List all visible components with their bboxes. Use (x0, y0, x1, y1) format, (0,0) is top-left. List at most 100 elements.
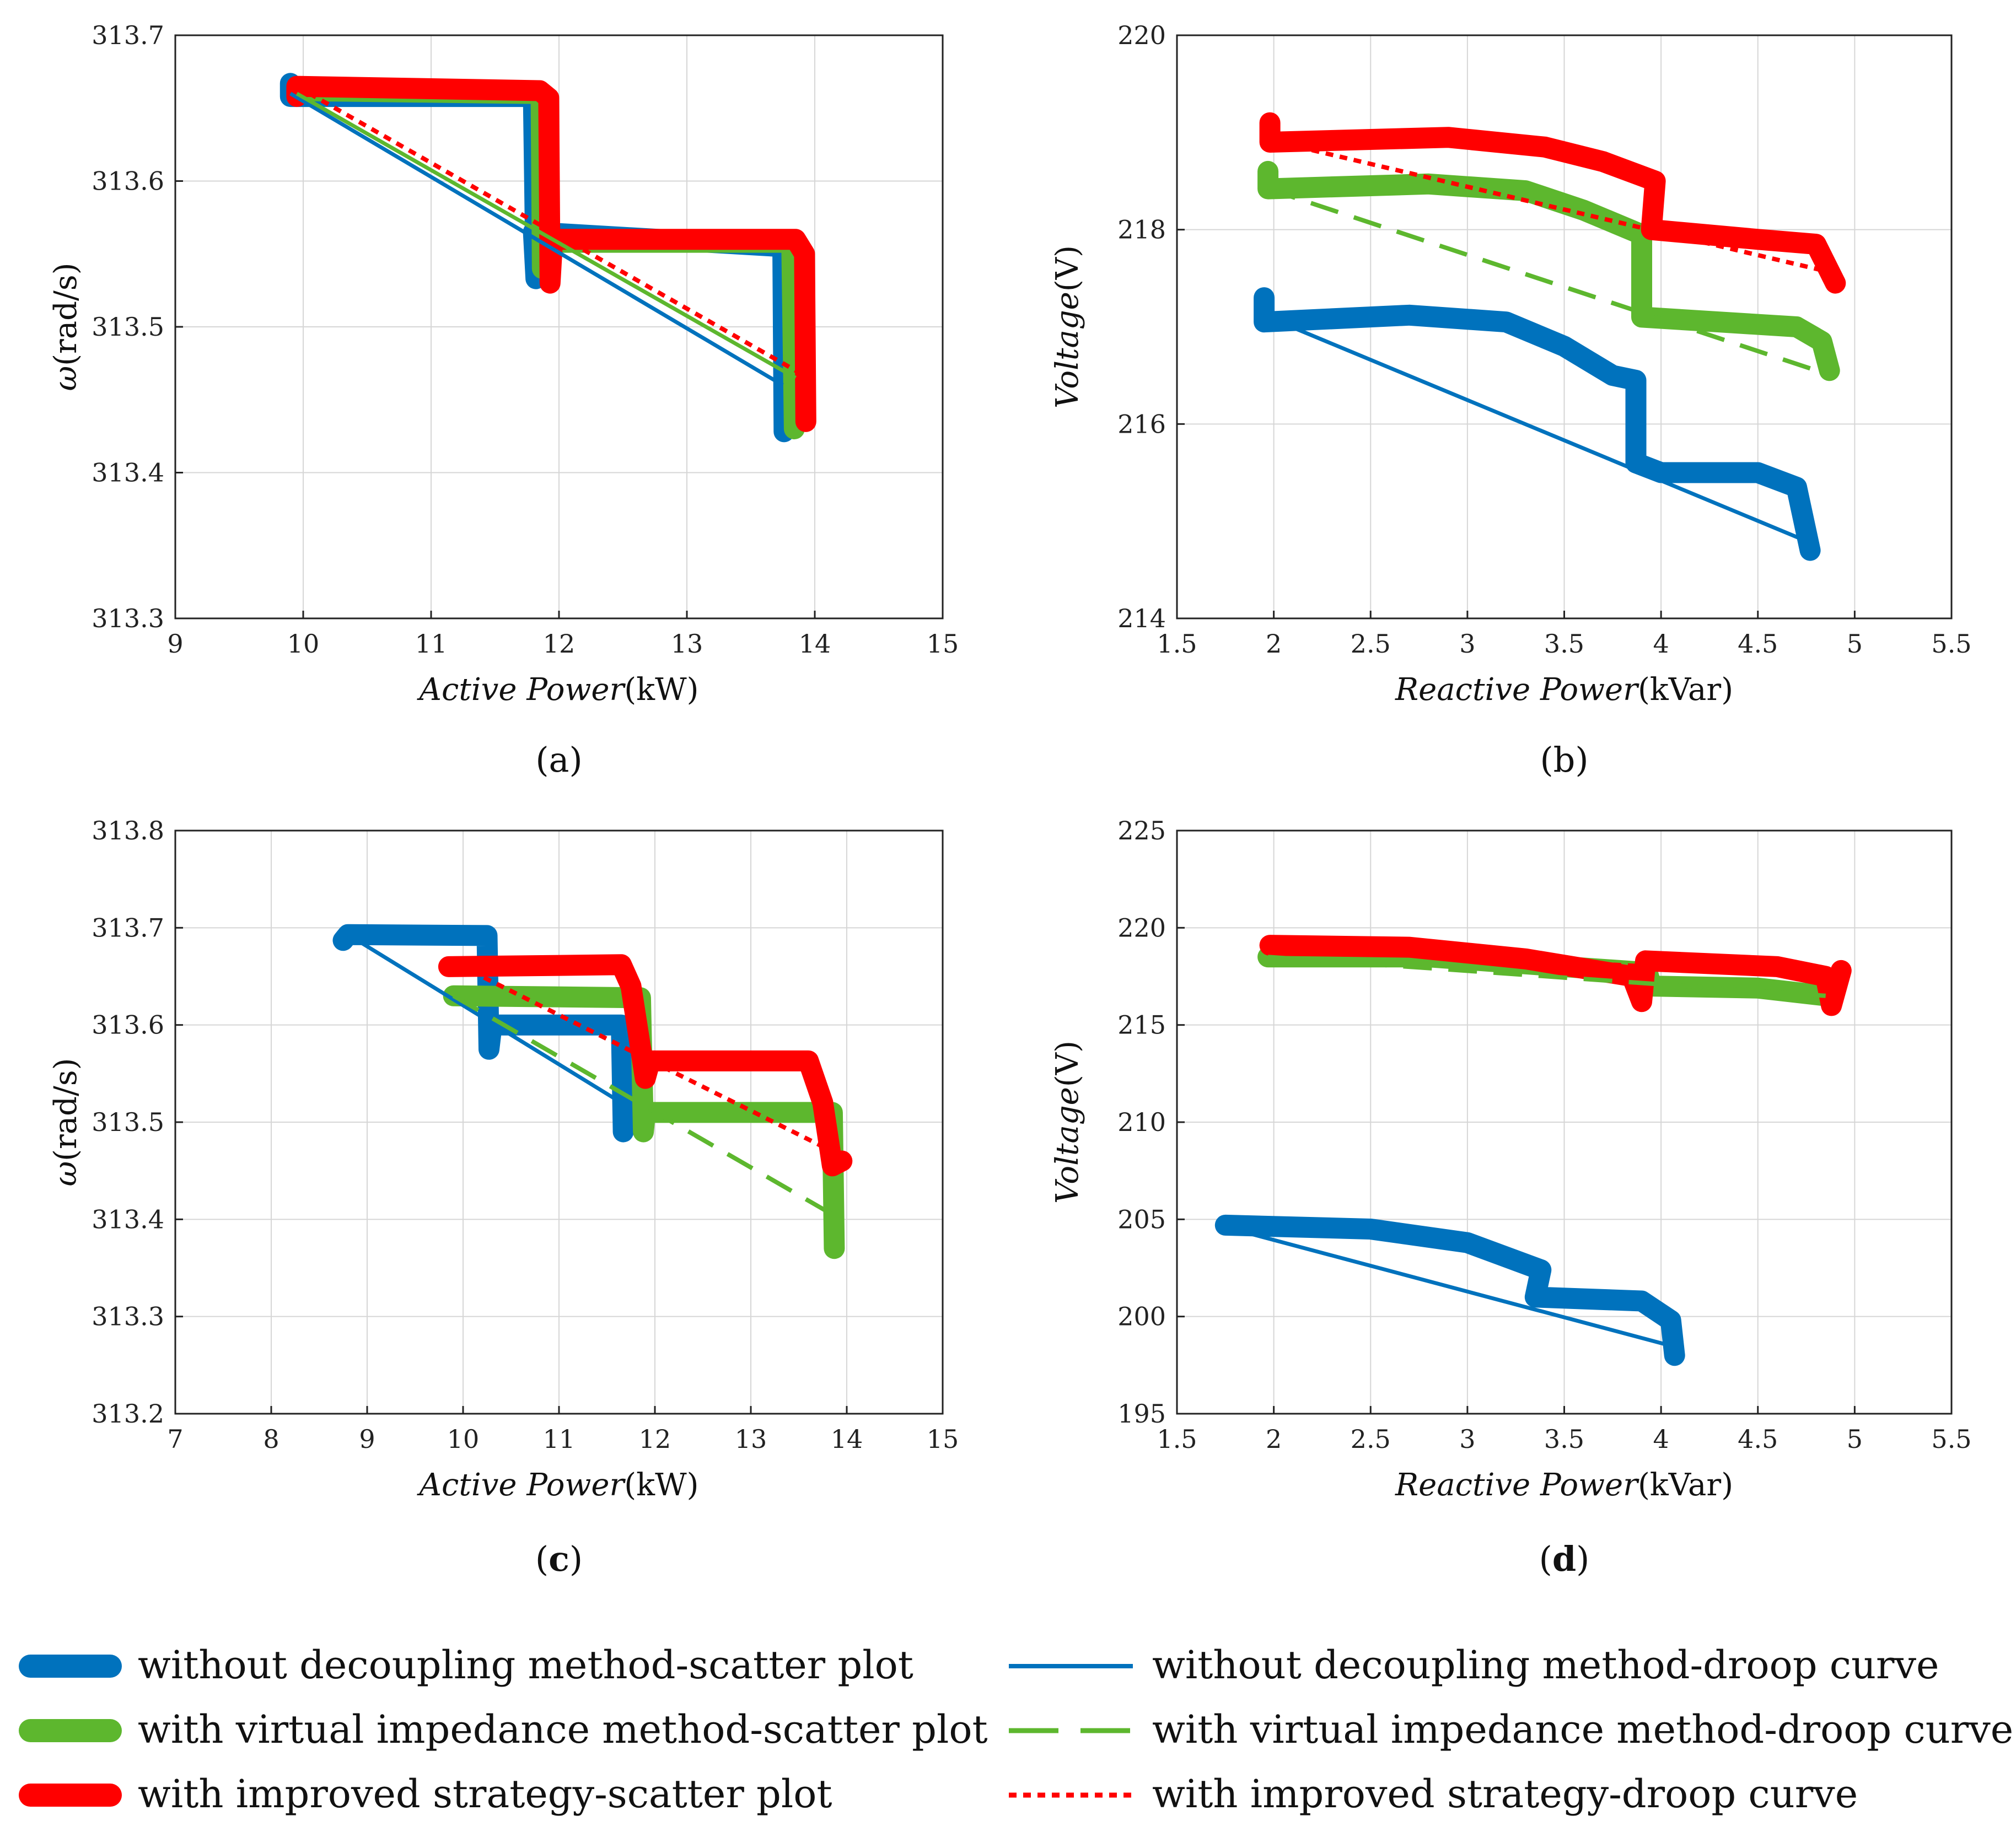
x-axis-label: Active Power(kW) (417, 672, 699, 708)
y-tick-label: 313.5 (92, 312, 164, 342)
x-axis-label-name: Reactive Power (1395, 1467, 1639, 1503)
x-axis-label: Reactive Power(kVar) (1395, 1467, 1733, 1503)
chart-d: 1.5 2 2.5 3 3.5 4 4.5 5 5.5 195 200 205 210 215 220 225… (1050, 816, 1972, 1579)
y-tick-label: 313.6 (92, 166, 164, 196)
x-axis-label-unit: (kVar) (1638, 672, 1733, 708)
chart-b: 1.5 2 2.5 3 3.5 4 4.5 5 5.5 214 216 218 220 Reactive … (1050, 20, 1972, 780)
panel-label-close: ) (569, 1539, 583, 1579)
series-group (1254, 112, 1846, 561)
x-axis-label-unit: (kW) (624, 672, 698, 708)
panel-label-open: ( (1539, 1539, 1552, 1579)
y-tick-label: 225 (1117, 816, 1166, 845)
y-tick-label: 313.5 (92, 1107, 164, 1137)
x-tick-label: 3.5 (1544, 1424, 1584, 1454)
panel-label-letter: d (1552, 1539, 1576, 1579)
y-tick-label: 313.3 (92, 1302, 164, 1332)
x-tick-label: 2.5 (1351, 1424, 1391, 1454)
y-axis-label-name: Voltage (1050, 292, 1085, 408)
series-red-dotted (1269, 138, 1836, 276)
series-green-dashed (1267, 955, 1826, 998)
series-red-thick (438, 954, 853, 1177)
series-group (332, 924, 853, 1259)
series-red-thick (1259, 112, 1846, 294)
series-green-solid (295, 91, 797, 380)
legend-entry-label: with improved strategy-scatter plot (138, 1771, 832, 1817)
y-axis-label-name: ω (48, 1161, 84, 1187)
panel-label-letter: c (549, 1539, 569, 1579)
legend: without decoupling method-scatter plot wi… (19, 1642, 2013, 1817)
panel-label-open: ( (535, 1539, 549, 1579)
x-tick-label: 1.5 (1157, 1424, 1197, 1454)
y-tick-label: 313.8 (92, 816, 164, 845)
x-tick-label: 9 (359, 1424, 375, 1454)
y-axis-label-unit: (V) (1050, 1041, 1085, 1087)
x-tick-label: 14 (831, 1424, 863, 1454)
x-tick-label: 5.5 (1931, 1424, 1971, 1454)
x-tick-label: 7 (167, 1424, 183, 1454)
series-blue-thick (1214, 1214, 1685, 1366)
x-tick-label: 1.5 (1157, 629, 1197, 659)
series-group (1214, 935, 1852, 1366)
panel-label: (b) (1540, 740, 1588, 780)
panel-label-open: ( (535, 740, 549, 780)
panel-label-close: ) (569, 740, 582, 780)
y-axis-label: ω(rad/s) (48, 263, 84, 391)
y-tick-label: 205 (1117, 1204, 1166, 1234)
legend-entry-label: with virtual impedance method-droop curv… (1152, 1707, 2013, 1752)
x-tick-label: 5 (1847, 629, 1863, 659)
x-tick-label: 9 (167, 629, 183, 659)
y-tick-label: 214 (1117, 604, 1166, 633)
series-red-dotted (295, 84, 810, 380)
series-green-dashed (1267, 186, 1832, 378)
y-tick-label: 216 (1117, 409, 1166, 439)
x-tick-label: 12 (543, 629, 576, 659)
y-axis-label-name: ω (48, 366, 84, 391)
y-tick-label: 218 (1117, 215, 1166, 245)
panel-label: (a) (535, 740, 582, 780)
x-tick-label: 2 (1266, 629, 1282, 659)
x-axis-label-unit: (kW) (624, 1467, 698, 1503)
x-tick-label: 5 (1847, 1424, 1863, 1454)
x-axis-label: Reactive Power(kVar) (1395, 672, 1733, 708)
y-tick-label: 200 (1117, 1302, 1166, 1332)
y-tick-label: 220 (1117, 20, 1166, 50)
x-tick-label: 3 (1459, 629, 1475, 659)
y-axis-label-unit: (rad/s) (48, 263, 84, 366)
y-tick-label: 195 (1117, 1399, 1166, 1429)
x-tick-label: 2.5 (1351, 629, 1391, 659)
x-axis-label-name: Active Power (417, 672, 626, 708)
series-red-thick (286, 76, 816, 432)
series-blue-thick (1254, 287, 1821, 561)
chart-a: 9 10 11 12 13 14 15 313.3 313.4 313.5 313.6 313.7 Ac… (48, 20, 959, 780)
legend-entry-label: with virtual impedance method-scatter pl… (138, 1707, 988, 1752)
y-tick-label: 313.6 (92, 1010, 164, 1040)
x-axis-label-name: Active Power (417, 1467, 626, 1503)
x-tick-label: 2 (1266, 1424, 1282, 1454)
x-tick-label: 11 (415, 629, 448, 659)
x-tick-label: 13 (671, 629, 703, 659)
x-tick-label: 4.5 (1738, 1424, 1778, 1454)
x-tick-label: 14 (799, 629, 831, 659)
panel-label: (c) (535, 1539, 583, 1579)
x-tick-label: 10 (447, 1424, 480, 1454)
y-tick-label: 220 (1117, 913, 1166, 942)
y-axis-label-unit: (rad/s) (48, 1058, 84, 1161)
x-tick-label: 15 (927, 1424, 959, 1454)
series-group (279, 73, 816, 443)
panel-label-letter: a (549, 740, 569, 780)
legend-entry-label: with improved strategy-droop curve (1152, 1771, 1858, 1817)
panel-label-close: ) (1576, 1539, 1589, 1579)
y-tick-label: 210 (1117, 1107, 1166, 1137)
series-blue-solid (1267, 315, 1811, 545)
y-tick-label: 313.3 (92, 604, 164, 633)
y-axis-label-unit: (V) (1050, 245, 1085, 292)
x-axis-label-unit: (kVar) (1638, 1467, 1733, 1503)
series-blue-solid (347, 933, 622, 1105)
y-axis-label-name: Voltage (1050, 1087, 1085, 1204)
y-tick-label: 313.4 (92, 458, 164, 488)
y-axis-label: Voltage(V) (1050, 1041, 1085, 1204)
y-tick-label: 313.7 (92, 913, 164, 942)
x-tick-label: 3.5 (1544, 629, 1584, 659)
series-green-thick (1257, 160, 1840, 381)
